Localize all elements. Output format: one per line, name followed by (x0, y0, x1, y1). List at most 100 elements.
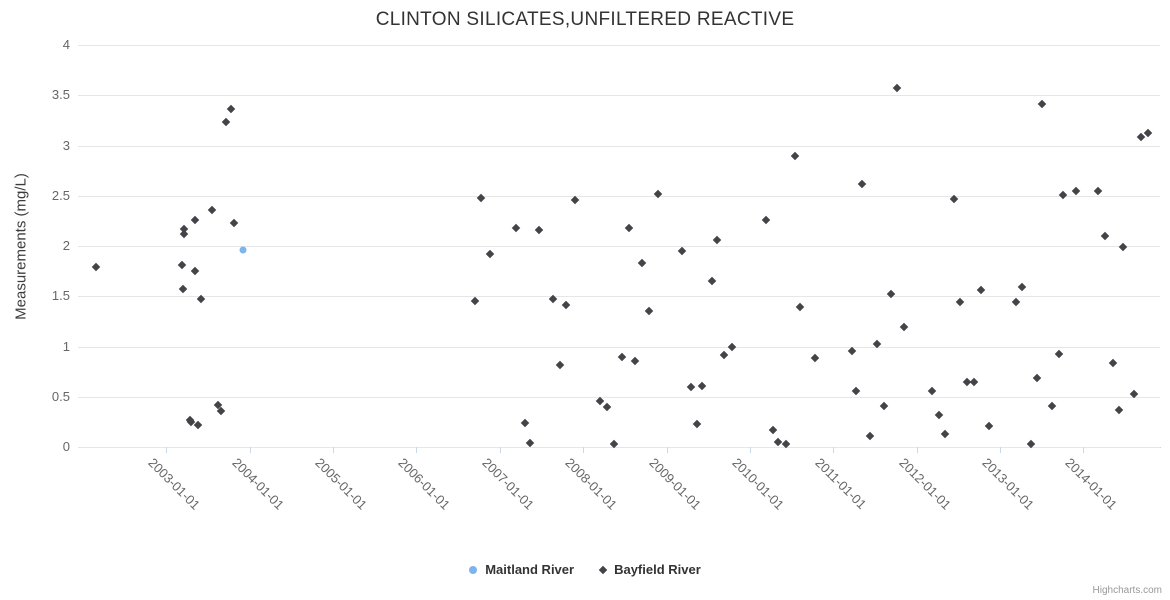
scatter-point-bayfield-river[interactable] (955, 298, 965, 307)
scatter-point-bayfield-river[interactable] (984, 421, 994, 431)
scatter-point-bayfield-river[interactable] (810, 353, 820, 362)
scatter-point-bayfield-river[interactable] (1114, 405, 1124, 415)
scatter-point-bayfield-river[interactable] (873, 340, 882, 349)
scatter-point-bayfield-river[interactable] (678, 246, 687, 256)
x-axis-tick (1083, 447, 1085, 453)
scatter-point-bayfield-river[interactable] (477, 193, 486, 202)
scatter-point-bayfield-river[interactable] (595, 396, 605, 406)
highcharts-credit-link[interactable]: Highcharts.com (1092, 585, 1162, 596)
scatter-point-bayfield-river[interactable] (940, 429, 950, 439)
scatter-point-bayfield-river[interactable] (713, 235, 722, 245)
scatter-point-bayfield-river[interactable] (570, 195, 580, 205)
scatter-point-bayfield-river[interactable] (892, 83, 901, 93)
scatter-point-bayfield-river[interactable] (179, 229, 189, 239)
scatter-point-bayfield-river[interactable] (761, 215, 770, 225)
scatter-point-bayfield-river[interactable] (1018, 282, 1027, 292)
scatter-point-bayfield-river[interactable] (1071, 186, 1081, 195)
scatter-point-bayfield-river[interactable] (653, 189, 663, 198)
scatter-point-bayfield-river[interactable] (222, 118, 231, 127)
scatter-point-bayfield-river[interactable] (1054, 349, 1064, 358)
scatter-point-bayfield-river[interactable] (637, 258, 646, 268)
scatter-point-bayfield-river[interactable] (719, 350, 729, 359)
scatter-point-bayfield-river[interactable] (928, 386, 937, 395)
scatter-point-bayfield-river[interactable] (525, 438, 535, 448)
scatter-point-bayfield-river[interactable] (644, 307, 654, 316)
legend-marker-diamond-icon (598, 565, 608, 574)
scatter-point-bayfield-river[interactable] (548, 295, 558, 304)
scatter-point-bayfield-river[interactable] (630, 356, 640, 365)
scatter-point-bayfield-river[interactable] (899, 323, 909, 332)
scatter-point-bayfield-river[interactable] (534, 225, 544, 235)
scatter-point-bayfield-river[interactable] (857, 179, 866, 188)
scatter-point-bayfield-river[interactable] (1100, 231, 1110, 241)
x-axis-tick-label: 2014-01-01 (1062, 455, 1121, 513)
y-axis-tick-label: 4 (62, 37, 70, 52)
x-axis-tick (916, 447, 918, 453)
scatter-point-bayfield-river[interactable] (177, 260, 187, 270)
scatter-point-bayfield-river[interactable] (969, 377, 979, 386)
scatter-point-bayfield-river[interactable] (768, 425, 778, 435)
scatter-point-bayfield-river[interactable] (1129, 389, 1139, 398)
scatter-point-bayfield-river[interactable] (561, 301, 570, 310)
scatter-point-bayfield-river[interactable] (847, 346, 856, 355)
x-axis-tick (416, 447, 418, 453)
scatter-point-bayfield-river[interactable] (624, 223, 634, 233)
scatter-point-bayfield-river[interactable] (851, 386, 860, 395)
scatter-point-bayfield-river[interactable] (193, 420, 203, 430)
scatter-point-bayfield-river[interactable] (727, 342, 736, 351)
scatter-point-bayfield-river[interactable] (781, 439, 790, 449)
scatter-point-bayfield-river[interactable] (190, 215, 199, 225)
scatter-point-bayfield-river[interactable] (1047, 401, 1056, 411)
scatter-point-bayfield-river[interactable] (227, 105, 236, 114)
y-gridline (78, 447, 1160, 448)
scatter-point-bayfield-river[interactable] (865, 431, 875, 441)
scatter-point-bayfield-river[interactable] (1119, 242, 1128, 252)
scatter-point-bayfield-river[interactable] (617, 352, 626, 361)
scatter-point-bayfield-river[interactable] (1037, 100, 1046, 109)
scatter-point-bayfield-river[interactable] (795, 303, 805, 312)
scatter-point-bayfield-river[interactable] (886, 289, 895, 299)
scatter-point-bayfield-river[interactable] (229, 218, 239, 228)
y-axis-tick-label: 2 (62, 238, 70, 253)
y-axis-tick-label: 0.5 (51, 388, 70, 404)
scatter-point-bayfield-river[interactable] (197, 295, 206, 304)
scatter-point-bayfield-river[interactable] (555, 360, 565, 369)
scatter-point-bayfield-river[interactable] (976, 285, 986, 295)
scatter-point-bayfield-river[interactable] (207, 205, 217, 215)
scatter-point-bayfield-river[interactable] (1026, 439, 1036, 449)
scatter-point-bayfield-river[interactable] (178, 284, 188, 294)
scatter-point-bayfield-river[interactable] (934, 410, 944, 420)
scatter-point-bayfield-river[interactable] (1059, 190, 1068, 199)
y-gridline (78, 396, 1160, 398)
scatter-point-bayfield-river[interactable] (190, 266, 199, 276)
scatter-point-bayfield-river[interactable] (1109, 358, 1118, 367)
scatter-point-bayfield-river[interactable] (692, 419, 701, 429)
scatter-point-bayfield-river[interactable] (1011, 298, 1021, 307)
scatter-point-bayfield-river[interactable] (879, 401, 889, 411)
scatter-point-bayfield-river[interactable] (686, 382, 695, 391)
x-axis-tick-label: 2007-01-01 (479, 455, 537, 513)
scatter-point-bayfield-river[interactable] (603, 402, 612, 412)
scatter-point-maitland-river[interactable] (239, 246, 247, 254)
scatter-point-bayfield-river[interactable] (1094, 186, 1103, 195)
scatter-point-bayfield-river[interactable] (698, 381, 707, 390)
scatter-point-bayfield-river[interactable] (512, 223, 521, 233)
scatter-point-bayfield-river[interactable] (217, 406, 226, 416)
legend-item-maitland-river[interactable]: Maitland River (469, 562, 574, 577)
scatter-point-bayfield-river[interactable] (949, 194, 959, 203)
y-axis-tick-label: 3 (62, 137, 70, 153)
scatter-point-bayfield-river[interactable] (1136, 133, 1146, 142)
x-axis-tick-label: 2009-01-01 (645, 455, 704, 513)
legend-item-bayfield-river[interactable]: Bayfield River (598, 562, 701, 577)
scatter-point-bayfield-river[interactable] (485, 249, 495, 259)
scatter-point-bayfield-river[interactable] (707, 276, 716, 286)
scatter-point-bayfield-river[interactable] (790, 151, 800, 160)
scatter-point-bayfield-river[interactable] (520, 418, 530, 428)
y-axis-tick-label: 1.5 (51, 288, 70, 304)
scatter-point-bayfield-river[interactable] (1032, 373, 1041, 382)
x-axis-tick (749, 447, 751, 453)
scatter-point-bayfield-river[interactable] (773, 437, 783, 447)
scatter-point-bayfield-river[interactable] (91, 262, 100, 272)
scatter-point-bayfield-river[interactable] (470, 297, 480, 306)
scatter-point-bayfield-river[interactable] (609, 439, 619, 449)
